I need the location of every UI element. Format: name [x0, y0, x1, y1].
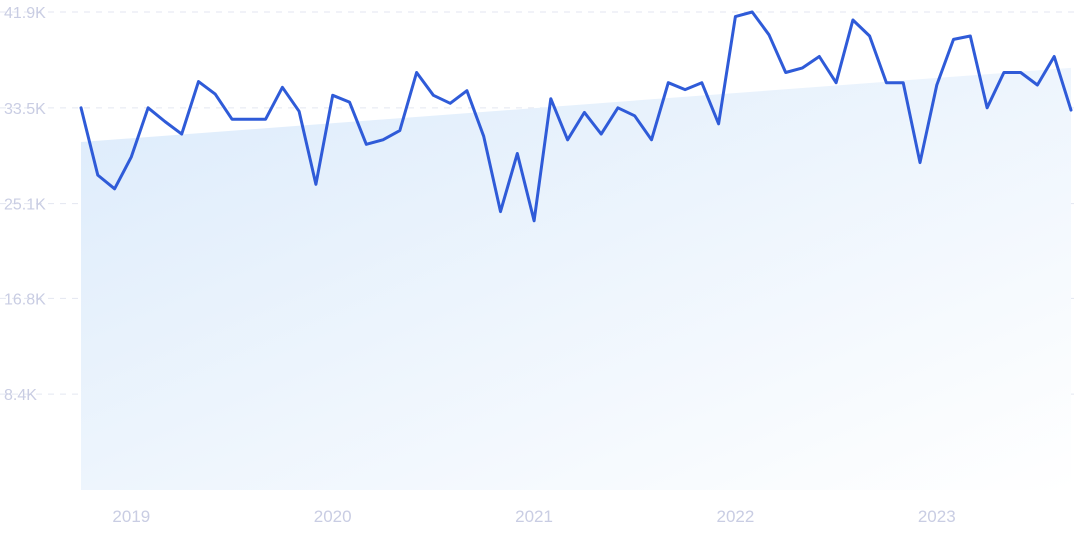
y-tick-label: 8.4K [4, 387, 37, 404]
y-tick-label: 33.5K [4, 101, 46, 118]
series-line [79, 10, 1073, 223]
x-tick-label: 2019 [112, 507, 150, 526]
trend-area-layer [81, 67, 1071, 490]
y-tick-label: 25.1K [4, 197, 46, 214]
series-line-layer [79, 10, 1073, 223]
x-axis-ticks: 2019 2020 2021 2022 2023 [112, 507, 955, 526]
x-tick-label: 2021 [515, 507, 553, 526]
y-tick-label: 41.9K [4, 5, 46, 22]
x-tick-label: 2022 [716, 507, 754, 526]
x-tick-label: 2020 [314, 507, 352, 526]
trend-area [81, 67, 1071, 490]
y-axis-ticks: 8.4K 16.8K 25.1K 33.5K 41.9K [4, 5, 46, 404]
y-tick-label: 16.8K [4, 291, 46, 308]
x-tick-label: 2023 [918, 507, 956, 526]
